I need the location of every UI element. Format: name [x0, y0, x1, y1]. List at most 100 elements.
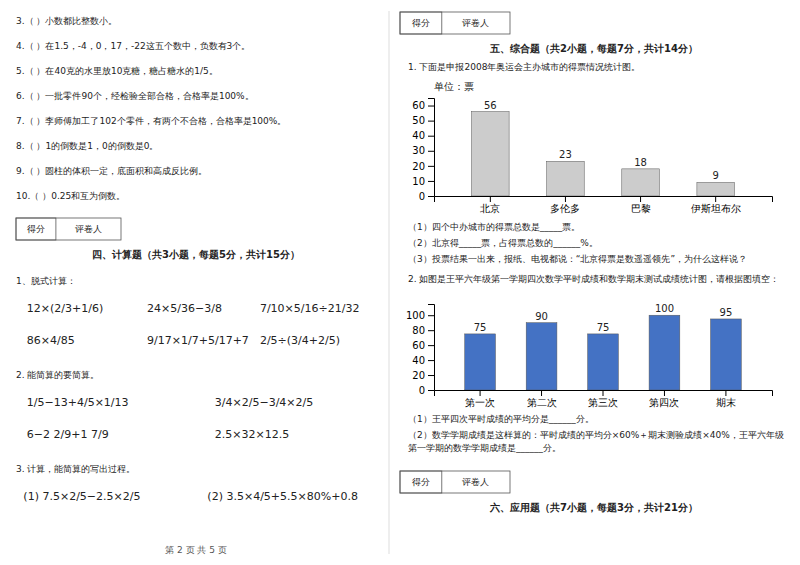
- axis-line: [428, 305, 435, 391]
- expression: 12×(2/3+1/6): [27, 302, 103, 315]
- bar: [622, 169, 660, 196]
- section-title: 六、应用题（共7小题，每题3分，共计21分）: [489, 502, 698, 513]
- expression: 86×4/85: [27, 334, 75, 347]
- question-line: 7.（ ）李师傅加工了102个零件，有两个不合格，合格率是100%。: [16, 116, 286, 126]
- bar: [697, 182, 735, 196]
- bar: [465, 334, 496, 390]
- x-tick: 第二次: [527, 390, 557, 408]
- x-tick: 期末: [716, 390, 736, 408]
- x-tick: 第四次: [649, 390, 679, 408]
- question-line-line: （2）数学学期成绩是这样算的：平时成绩的平均分×60%＋期末测验成绩×40%，王…: [408, 430, 784, 440]
- y-tick: 40: [412, 355, 434, 366]
- score-box: 得分评卷人: [16, 218, 121, 240]
- y-tick: 100: [406, 310, 434, 321]
- y-tick-mark: [428, 166, 434, 167]
- expression: 9/17×1/7+5/17+7: [147, 334, 249, 347]
- axis-line: [428, 99, 435, 197]
- bar-chart: 020406080100第一次第二次第三次第四次期末75907510095: [406, 303, 773, 408]
- bar: [711, 319, 742, 390]
- x-axis: 北京 多伦多 巴黎 伊斯坦布尔: [435, 196, 773, 214]
- y-tick-mark: [428, 375, 434, 376]
- y-tick: 10: [412, 176, 434, 187]
- x-tick-label: 第四次: [649, 397, 679, 408]
- question-line-line: 4.（ ）在1.5，-4，0，17，-22这五个数中，负数有3个。: [16, 41, 250, 51]
- column-divider: [389, 11, 390, 554]
- score-box-cell: [16, 218, 56, 240]
- question-line-line: 5.（ ）在40克的水里放10克糖，糖占糖水的1/5。: [16, 66, 218, 76]
- question-heading: 2. 能简算的要简算。: [16, 370, 99, 380]
- bar: [588, 334, 619, 390]
- score-box-frame: [400, 12, 510, 34]
- expression: 24×5/36−3/8: [147, 302, 222, 315]
- x-tick-mark: [541, 390, 542, 396]
- x-tick: 第一次: [465, 390, 495, 408]
- x-tick-mark: [565, 196, 566, 202]
- background: [0, 0, 800, 565]
- expression: 7/10×5/16÷21/32: [260, 302, 360, 315]
- question-line-line: 3.（ ）小数都比整数小。: [16, 16, 117, 26]
- bar: [526, 323, 557, 390]
- y-tick: 40: [412, 130, 434, 141]
- section-title: 五、综合题（共2小题，每题7分，共计14分）: [489, 43, 698, 54]
- y-tick-label: 10: [412, 176, 425, 187]
- right-column: 得分 评卷人 五、综合题（共2小题，每题7分，共计14分） 1. 下面是申报2008年…: [400, 12, 784, 513]
- axis-line: [435, 391, 773, 397]
- data-label: 75: [474, 322, 487, 333]
- question-heading: 3. 计算，能简算的写出过程。: [16, 464, 135, 474]
- y-tick: 0: [419, 191, 434, 202]
- chart-title: 单位：票: [434, 81, 474, 92]
- data-label: 18: [634, 157, 647, 168]
- page: 3.（ ）小数都比整数小。 4.（ ）在1.5，-4，0，17，-22这五个数中，…: [0, 0, 800, 565]
- question-line: （3）投票结果一出来，报纸、电视都说：“北京得票是数遥遥领先”，为什么这样说？: [408, 254, 747, 264]
- x-tick-label: 期末: [716, 397, 736, 408]
- bar-chart: 0102030405060北京多伦多巴黎伊斯坦布尔单位：票5623189: [412, 81, 772, 214]
- expression: (1) 7.5×2/5−2.5×2/5: [23, 490, 140, 503]
- y-tick: 20: [412, 370, 434, 381]
- x-tick-mark: [603, 390, 604, 396]
- question-line-line: （1）四个中办城市的得票总数是_____票。: [408, 222, 580, 232]
- x-tick-label: 第三次: [588, 397, 618, 408]
- y-axis: 0102030405060: [412, 99, 434, 202]
- x-tick-label: 伊斯坦布尔: [691, 203, 741, 214]
- question-heading-line: 1. 下面是申报2008年奥运会主办城市的得票情况统计图。: [408, 62, 640, 72]
- y-tick-label: 0: [419, 385, 425, 396]
- expression: 2/5÷(3/4+2/5): [260, 334, 340, 347]
- y-tick: 0: [419, 385, 434, 396]
- score-label: 得分: [412, 477, 430, 487]
- x-tick-mark: [480, 390, 481, 396]
- x-tick: 北京: [480, 196, 500, 214]
- y-tick-label: 30: [412, 145, 425, 156]
- question-line: 9.（ ）圆柱的体积一定，底面积和高成反比例。: [16, 166, 207, 176]
- x-axis: 第一次 第二次 第三次 第四次 期末: [435, 390, 773, 408]
- y-tick-label: 40: [412, 130, 425, 141]
- question-line: （2）北京得_____票，占得票总数的______%。: [408, 238, 598, 248]
- data-labels: 5623189: [484, 100, 719, 182]
- y-tick-mark: [428, 121, 434, 122]
- y-tick: 20: [412, 161, 434, 172]
- x-tick: 巴黎: [631, 196, 651, 214]
- data-label: 56: [484, 100, 497, 111]
- data-label: 100: [655, 303, 674, 314]
- worksheet: 3.（ ）小数都比整数小。 4.（ ）在1.5，-4，0，17，-22这五个数中，…: [0, 0, 800, 565]
- x-tick-label: 北京: [480, 203, 500, 214]
- grader-label: 评卷人: [462, 477, 489, 487]
- question-line-line: 7.（ ）李师傅加工了102个零件，有两个不合格，合格率是100%。: [16, 116, 286, 126]
- y-tick-mark: [428, 345, 434, 346]
- x-tick-mark: [640, 196, 641, 202]
- y-tick: 60: [412, 100, 434, 111]
- grader-label: 评卷人: [75, 224, 102, 234]
- bars: [472, 112, 735, 196]
- data-label: 95: [720, 307, 733, 318]
- expression: 3/4×2/5−3/4×2/5: [215, 396, 313, 409]
- y-tick: 60: [412, 340, 434, 351]
- x-tick: 第三次: [588, 390, 618, 408]
- score-box-frame: [400, 471, 510, 493]
- question-line: 10.（ ）0.25和互为倒数。: [16, 191, 125, 201]
- y-tick-mark: [428, 315, 434, 316]
- data-label: 90: [535, 311, 548, 322]
- section-title: 四、计算题（共3小题，每题5分，共计15分）: [92, 249, 300, 260]
- x-tick-label: 多伦多: [550, 203, 580, 214]
- question-line-line: 第一学期的数学学期成绩是______分。: [408, 443, 561, 453]
- y-tick-label: 60: [412, 340, 425, 351]
- y-tick-label: 80: [412, 325, 425, 336]
